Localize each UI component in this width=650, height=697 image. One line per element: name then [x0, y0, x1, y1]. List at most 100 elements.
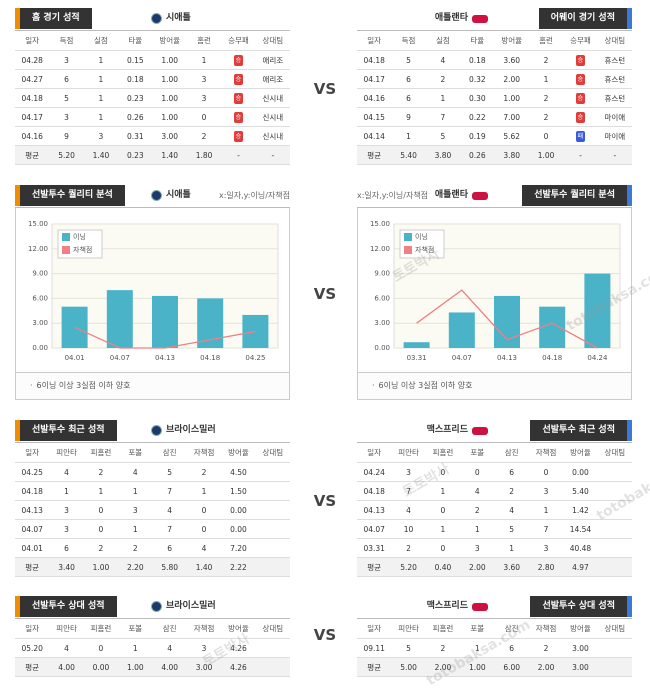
cell: 0 [528, 126, 564, 146]
average-cell: 평균 [15, 145, 50, 165]
column-header: 방어율 [563, 619, 598, 639]
cell: 1.42 [563, 500, 598, 520]
average-cell: 3.40 [49, 557, 84, 577]
panel-header: 어웨이 경기 성적 애틀랜타 [357, 8, 632, 31]
data-row: 04.01 6 2 2 6 4 7.20 [15, 538, 290, 558]
cell: 1 [425, 88, 461, 108]
column-header: 일자 [15, 31, 50, 51]
cell: 05.20 [15, 638, 50, 658]
chart-box: 0.00 3.00 6.00 9.00 12.00 15.00 03.31 04.07 04.1… [357, 208, 632, 400]
column-header: 일자 [15, 619, 50, 639]
column-header: 삼진 [494, 443, 529, 463]
cell: 1.00 [152, 107, 187, 127]
cell: 2.00 [494, 69, 529, 89]
cell: 휴스턴 [597, 88, 632, 108]
x-tick-label: 04.24 [587, 354, 608, 362]
result-badge: 승 [233, 92, 243, 104]
data-row: 04.24 3 0 0 6 0 0.00 [357, 462, 632, 482]
team-label: 애틀랜타 [434, 190, 468, 200]
cell: 5 [391, 50, 426, 70]
cell: 2 [186, 126, 222, 146]
cell: 04.18 [15, 481, 50, 501]
legend-swatch [62, 246, 70, 254]
column-header: 방어율 [494, 31, 529, 51]
average-cell: 5.00 [391, 657, 426, 677]
cell: 1 [391, 126, 426, 146]
cell: 신시내 [255, 126, 290, 146]
cell: 1 [528, 500, 564, 520]
cell: 1.00 [152, 88, 187, 108]
cell: 0 [83, 500, 119, 520]
header-row: 일자 피안타 피홈런 포볼 삼진 자책점 방어율 상대팀 [15, 619, 290, 639]
cell: 7 [152, 481, 187, 501]
data-row: 04.15 9 7 0.22 7.00 2 승 마이애 [357, 107, 632, 127]
cell: 04.15 [357, 107, 392, 127]
column-header: 피홈런 [425, 443, 461, 463]
column-header: 상대팀 [255, 31, 290, 51]
average-cell: 5.20 [49, 145, 84, 165]
result-badge: 승 [575, 111, 585, 123]
average-cell: 1.00 [118, 657, 153, 677]
stats-table: 일자 피안타 피홈런 포볼 삼진 자책점 방어율 상대팀 04.24 3 0 0 6 0 0.00 04.18… [357, 443, 632, 577]
column-header: 삼진 [152, 443, 187, 463]
y-tick-label: 9.00 [32, 270, 48, 278]
cell: 9 [391, 107, 426, 127]
cell: 2 [83, 538, 119, 558]
cell: 0.00 [221, 519, 256, 539]
line-series [74, 326, 256, 349]
cell: 1 [425, 519, 461, 539]
average-row: 평균 5.40 3.80 0.26 3.80 1.00- - [357, 145, 632, 165]
cell: 04.18 [15, 88, 50, 108]
section-tab: 어웨이 경기 성적 [538, 8, 632, 29]
average-cell: 3.00 [186, 657, 222, 677]
average-cell: 3.60 [494, 557, 529, 577]
column-header: 홈런 [186, 31, 222, 51]
column-header: 삼진 [152, 619, 187, 639]
data-row: 04.17 3 1 0.26 1.00 0 승 신시내 [15, 107, 290, 127]
cell: 6 [494, 462, 529, 482]
vs-label: VS [313, 285, 337, 303]
section-tab: 선발투수 상대 성적 [15, 596, 117, 617]
cell: 5 [152, 462, 187, 482]
average-cell: 0.00 [83, 657, 119, 677]
result-cell: 승 [563, 88, 598, 108]
cell: 2 [391, 538, 426, 558]
chart-footer: · 6이닝 이상 3실점 이하 양호 [16, 372, 289, 399]
cell: 4 [494, 500, 529, 520]
cell: 04.07 [357, 519, 392, 539]
cell: 7 [391, 481, 426, 501]
cell [255, 500, 290, 520]
team-name: 애틀랜타 [435, 8, 488, 29]
cell: 0.31 [118, 126, 153, 146]
y-tick-label: 0.00 [374, 344, 390, 352]
cell: 4.26 [221, 638, 256, 658]
cell: 04.07 [15, 519, 50, 539]
data-row: 04.25 4 2 4 5 2 4.50 [15, 462, 290, 482]
result-badge: 승 [233, 111, 243, 123]
column-header: 포볼 [460, 619, 495, 639]
chart-note: x:일자,y:이닝/자책점 [218, 191, 290, 200]
team-label: 브라이스밀러 [166, 425, 216, 435]
result-badge: 승 [575, 73, 585, 85]
cell: 1 [83, 69, 119, 89]
cell: 1 [83, 50, 119, 70]
result-badge: 승 [575, 92, 585, 104]
team-label: 브라이스밀러 [166, 601, 216, 611]
cell: 4 [391, 500, 426, 520]
x-tick-label: 04.18 [542, 354, 562, 362]
panel-header: 선발투수 최근 성적 맥스프리드 [357, 420, 632, 443]
y-tick-label: 15.00 [28, 220, 48, 228]
cell: 0 [460, 462, 495, 482]
stats-table: 일자 피안타 피홈런 포볼 삼진 자책점 방어율 상대팀 04.25 4 2 4 5 2 4.50 04.18… [15, 443, 290, 577]
cell: 2 [186, 462, 222, 482]
team-label: 애틀랜타 [434, 13, 468, 23]
team-name: 맥스프리드 [427, 596, 488, 617]
team-name: 시애틀 [151, 8, 191, 29]
cell: 4 [460, 481, 495, 501]
panel-header: 선발투수 최근 성적 브라이스밀러 [15, 420, 290, 443]
cell: 0.30 [460, 88, 495, 108]
panel-header: 선발투수 상대 성적 맥스프리드 [357, 596, 632, 619]
average-cell: 2.20 [118, 557, 153, 577]
cell: 5 [494, 519, 529, 539]
